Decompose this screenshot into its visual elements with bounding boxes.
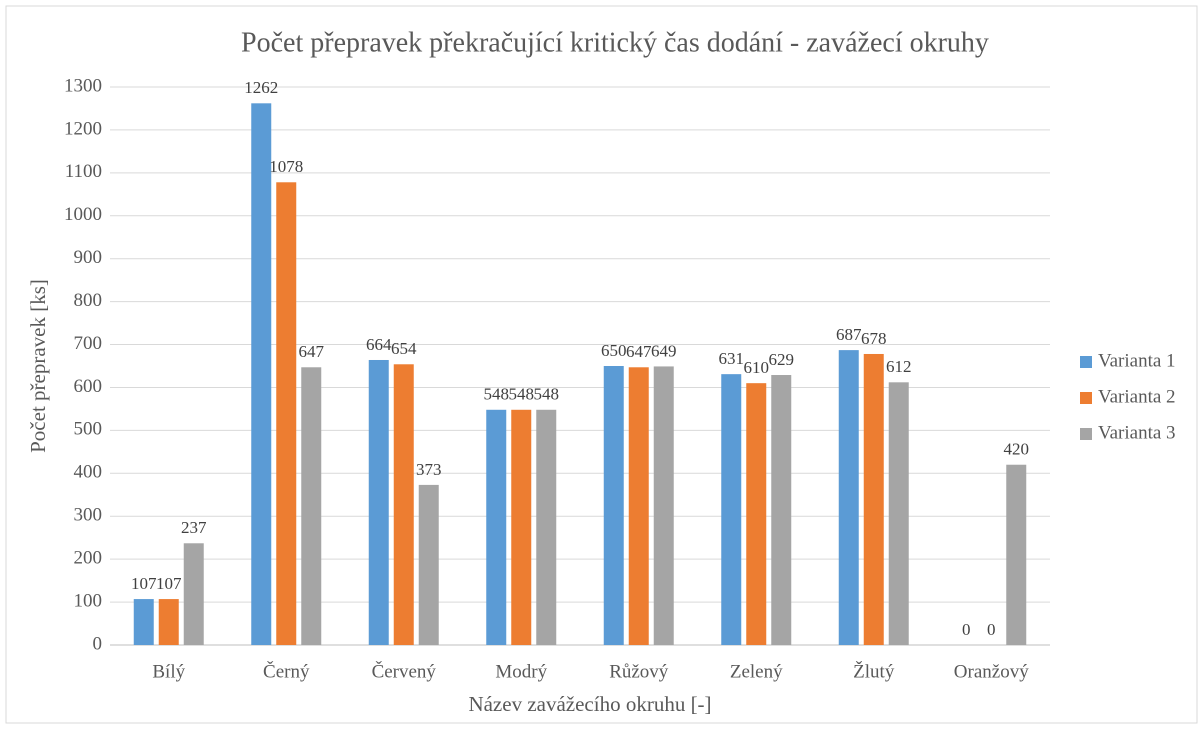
data-label: 612 <box>886 357 912 376</box>
data-label: 610 <box>744 358 770 377</box>
data-label: 548 <box>534 385 560 404</box>
bar <box>628 367 649 645</box>
legend-label: Varianta 3 <box>1098 422 1176 443</box>
legend-label: Varianta 1 <box>1098 350 1176 371</box>
y-tick-label: 700 <box>74 333 103 354</box>
x-tick-label: Oranžový <box>954 661 1029 682</box>
bar <box>771 375 792 645</box>
bar <box>418 484 439 645</box>
x-tick-label: Černý <box>263 660 310 682</box>
data-label: 1078 <box>269 157 303 176</box>
bar <box>511 409 532 645</box>
data-label: 420 <box>1004 440 1030 459</box>
bar <box>603 366 624 645</box>
bar <box>276 182 297 645</box>
data-label: 649 <box>651 341 677 360</box>
legend-swatch <box>1080 356 1092 368</box>
data-label: 0 <box>987 620 996 639</box>
bar <box>133 599 154 645</box>
x-tick-label: Modrý <box>495 661 547 682</box>
data-label: 237 <box>181 518 207 537</box>
x-tick-label: Zelený <box>730 661 783 682</box>
bar <box>721 374 742 645</box>
data-label: 629 <box>769 350 795 369</box>
data-label: 654 <box>391 339 417 358</box>
data-label: 647 <box>626 342 652 361</box>
data-label: 0 <box>962 620 971 639</box>
y-axis-title: Počet přepravek [ks] <box>26 279 50 453</box>
y-tick-label: 500 <box>74 419 103 440</box>
data-label: 548 <box>484 385 510 404</box>
y-tick-label: 1300 <box>64 75 102 96</box>
chart-title: Počet přepravek překračující kritický ča… <box>241 27 989 58</box>
y-tick-label: 900 <box>74 247 103 268</box>
y-tick-label: 300 <box>74 505 103 526</box>
bar <box>183 543 204 645</box>
bar <box>536 409 557 645</box>
data-label: 664 <box>366 335 392 354</box>
bar <box>393 364 414 645</box>
bar <box>838 350 859 645</box>
data-label: 107 <box>156 574 182 593</box>
legend-label: Varianta 2 <box>1098 386 1176 407</box>
legend-swatch <box>1080 392 1092 404</box>
data-label: 687 <box>836 325 862 344</box>
data-label: 107 <box>131 574 157 593</box>
y-tick-label: 800 <box>74 290 103 311</box>
bar <box>863 353 884 645</box>
y-tick-label: 100 <box>74 590 103 611</box>
bar <box>746 383 767 645</box>
x-tick-label: Bílý <box>152 661 185 682</box>
bar <box>368 359 389 645</box>
y-tick-label: 1200 <box>64 118 102 139</box>
bar <box>1006 464 1027 645</box>
data-label: 1262 <box>244 78 278 97</box>
y-tick-label: 1000 <box>64 204 102 225</box>
bar <box>486 409 507 645</box>
y-tick-label: 200 <box>74 548 103 569</box>
data-label: 678 <box>861 329 887 348</box>
chart-border <box>5 5 1198 724</box>
y-tick-label: 0 <box>93 633 103 654</box>
bar <box>301 367 322 645</box>
x-tick-label: Žlutý <box>853 660 895 682</box>
x-tick-label: Červený <box>372 660 437 682</box>
bar <box>888 382 909 645</box>
y-tick-label: 1100 <box>65 161 102 182</box>
data-label: 631 <box>719 349 745 368</box>
y-tick-label: 400 <box>74 462 103 483</box>
bar <box>251 103 272 645</box>
bar <box>158 599 179 645</box>
data-label: 373 <box>416 460 442 479</box>
y-tick-label: 600 <box>74 376 103 397</box>
x-tick-label: Růžový <box>609 661 669 682</box>
bar <box>653 366 674 645</box>
legend-swatch <box>1080 428 1092 440</box>
data-label: 548 <box>509 385 535 404</box>
data-label: 647 <box>299 342 325 361</box>
x-axis-title: Název zavážecího okruhu [-] <box>468 692 711 716</box>
data-label: 650 <box>601 341 627 360</box>
